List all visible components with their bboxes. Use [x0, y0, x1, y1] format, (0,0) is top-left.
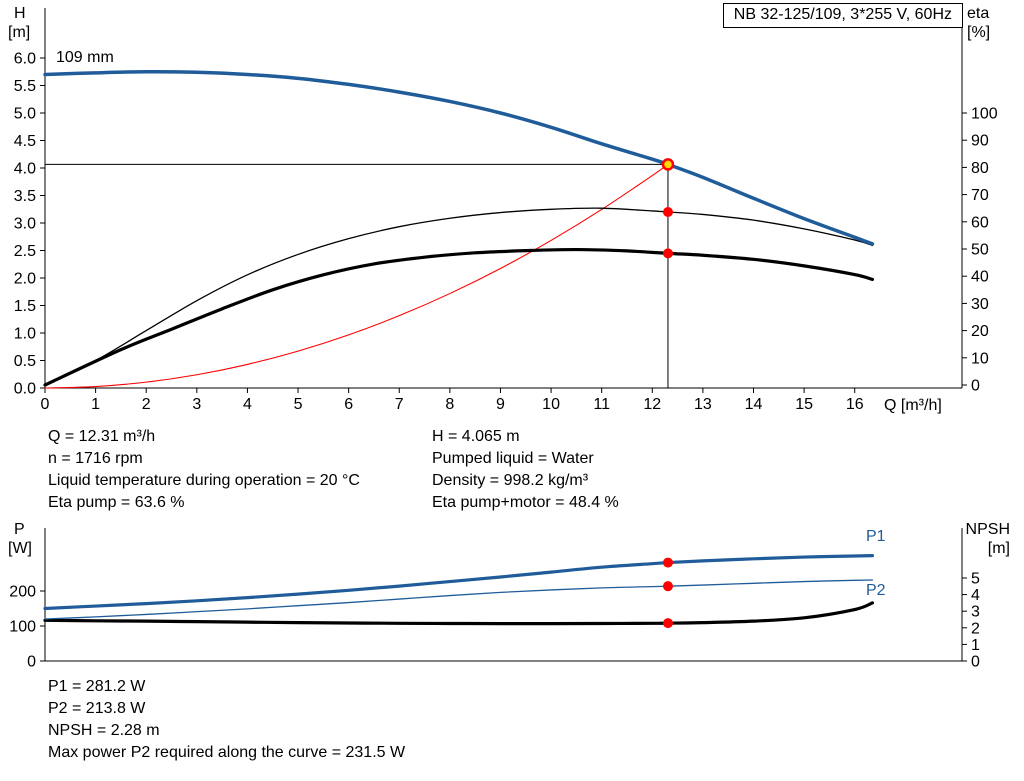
- head-capacity-left-tick-label: 1.5: [14, 298, 36, 315]
- power-npsh-right-tick-label: 4: [971, 587, 980, 604]
- head-capacity-x-tick-label: 5: [294, 396, 303, 413]
- q-axis-label: Q [m³/h]: [884, 397, 942, 414]
- info-line-speed: n = 1716 rpm: [48, 450, 143, 467]
- power-npsh-right-tick-label: 3: [971, 604, 980, 621]
- head-capacity-left-tick-label: 0.0: [14, 381, 36, 398]
- result-line-maxpower: Max power P2 required along the curve = …: [48, 744, 406, 761]
- head-capacity-left-tick-label: 2.5: [14, 243, 36, 260]
- p-axis-label-line1: P: [14, 521, 25, 538]
- head-capacity-x-tick-label: 10: [542, 396, 560, 413]
- head-capacity-right-tick-label: 40: [971, 269, 989, 286]
- npsh-axis-label-line1: NPSH: [965, 521, 1010, 538]
- head-capacity-x-tick-label: 16: [846, 396, 864, 413]
- head-capacity-right-tick-label: 100: [971, 105, 998, 122]
- head-capacity-x-tick-label: 15: [795, 396, 813, 413]
- head-capacity-right-tick-label: 10: [971, 350, 989, 367]
- head-capacity-left-tick-label: 5.0: [14, 105, 36, 122]
- head-capacity-left-tick-label: 1.0: [14, 325, 36, 342]
- head-capacity-x-tick-label: 4: [243, 396, 252, 413]
- p1-curve: [43, 554, 875, 611]
- p-axis-label: P [W]: [8, 520, 32, 558]
- head-capacity-x-tick-label: 7: [395, 396, 404, 413]
- head-capacity-left-tick-label: 4.0: [14, 160, 36, 177]
- head-capacity-right-tick-label: 90: [971, 133, 989, 150]
- info-line-head: H = 4.065 m: [432, 428, 520, 445]
- eta-pump-motor-point: [662, 248, 673, 259]
- head-capacity-right-tick-label: 80: [971, 160, 989, 177]
- h-axis-label: H [m]: [8, 4, 30, 42]
- info-line-eta-pump-motor: Eta pump+motor = 48.4 %: [432, 494, 619, 511]
- head-capacity-right-tick-label: 50: [971, 242, 989, 259]
- info-line-eta-pump: Eta pump = 63.6 %: [48, 494, 185, 511]
- power-npsh-right-tick-label: 2: [971, 620, 980, 637]
- power-npsh-right-tick-label: 0: [971, 654, 980, 671]
- impeller-diameter-label: 109 mm: [56, 49, 114, 66]
- operating-data-left: Q = 12.31 m³/h n = 1716 rpm Liquid tempe…: [48, 426, 360, 514]
- head-capacity-x-tick-label: 0: [41, 396, 50, 413]
- h-axis-label-line2: [m]: [8, 24, 31, 41]
- npsh-point: [662, 618, 673, 629]
- eta-pump-curve: [44, 207, 874, 386]
- info-line-liquid: Pumped liquid = Water: [432, 450, 594, 467]
- eta-pump-motor-curve: [43, 247, 875, 387]
- duty-point: [661, 158, 675, 171]
- head-capacity-x-tick-label: 9: [496, 396, 505, 413]
- head-capacity-left-tick-label: 5.5: [14, 78, 36, 95]
- info-line-temperature: Liquid temperature during operation = 20…: [48, 472, 360, 489]
- head-capacity-right-tick-label: 0: [971, 378, 980, 395]
- power-npsh-left-tick-label: 200: [9, 584, 36, 601]
- power-npsh-left-tick-label: 0: [27, 654, 36, 671]
- result-line-p1: P1 = 281.2 W: [48, 678, 146, 695]
- system-curve-curve: [44, 163, 669, 389]
- h-axis-label-line1: H: [14, 5, 26, 22]
- head-capacity-left-tick-label: 6.0: [14, 50, 36, 67]
- head-capacity-left-tick-label: 3.5: [14, 188, 36, 205]
- p1-curve-label: P1: [866, 528, 886, 545]
- title-box: NB 32-125/109, 3*255 V, 60Hz: [722, 3, 963, 28]
- head-capacity-right-tick-label: 60: [971, 214, 989, 231]
- p-axis-label-line2: [W]: [8, 540, 32, 557]
- p2-point: [662, 581, 673, 592]
- power-npsh-left-tick-label: 100: [9, 619, 36, 636]
- eta-axis-label-line1: eta: [967, 5, 990, 22]
- p2-curve-label: P2: [866, 582, 886, 599]
- result-text-block: P1 = 281.2 W P2 = 213.8 W NPSH = 2.28 m …: [48, 676, 405, 764]
- operating-data-right: H = 4.065 m Pumped liquid = Water Densit…: [432, 426, 619, 514]
- head-capacity-right-tick-label: 30: [971, 296, 989, 313]
- power-npsh-right-tick-label: 1: [971, 637, 980, 654]
- head-capacity-x-tick-label: 14: [745, 396, 763, 413]
- eta-axis-label-line2: [%]: [967, 24, 991, 41]
- head-capacity-x-tick-label: 1: [91, 396, 100, 413]
- p2-curve: [44, 579, 874, 620]
- result-line-p2: P2 = 213.8 W: [48, 700, 146, 717]
- head-capacity-left-tick-label: 0.5: [14, 353, 36, 370]
- info-line-q: Q = 12.31 m³/h: [48, 428, 156, 445]
- head-capacity-x-tick-label: 2: [142, 396, 151, 413]
- head-capacity-x-tick-label: 8: [445, 396, 454, 413]
- 109-mm-curve: [43, 69, 875, 246]
- eta-axis-label: eta [%]: [967, 4, 990, 42]
- head-capacity-x-tick-label: 6: [344, 396, 353, 413]
- head-capacity-left-tick-label: 3.0: [14, 215, 36, 232]
- result-line-npsh: NPSH = 2.28 m: [48, 722, 160, 739]
- head-capacity-x-tick-label: 12: [643, 396, 661, 413]
- head-capacity-x-tick-label: 13: [694, 396, 712, 413]
- head-capacity-x-tick-label: 11: [593, 396, 610, 413]
- npsh-axis-label-line2: [m]: [987, 540, 1010, 557]
- info-line-density: Density = 998.2 kg/m³: [432, 472, 589, 489]
- eta-pump-point: [662, 207, 673, 218]
- p1-point: [662, 557, 673, 568]
- head-capacity-right-tick-label: 20: [971, 323, 989, 340]
- head-capacity-left-tick-label: 4.5: [14, 133, 36, 150]
- power-npsh-right-tick-label: 5: [971, 570, 980, 587]
- head-capacity-right-tick-label: 70: [971, 187, 989, 204]
- head-capacity-x-tick-label: 3: [192, 396, 201, 413]
- head-capacity-left-tick-label: 2.0: [14, 270, 36, 287]
- npsh-curve: [43, 601, 875, 626]
- npsh-axis-label: NPSH [m]: [964, 520, 1010, 558]
